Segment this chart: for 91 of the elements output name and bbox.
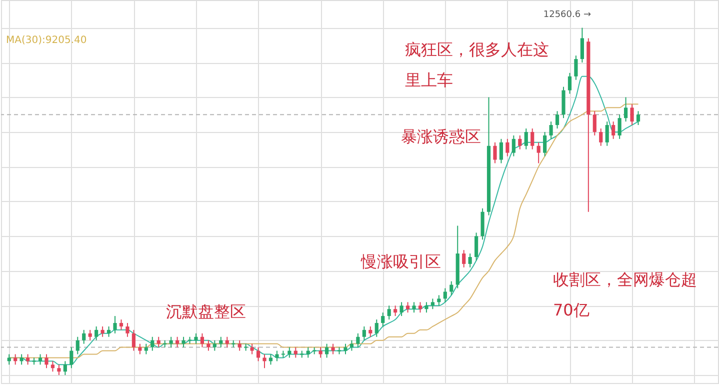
candlestick [418, 302, 422, 314]
candlestick [630, 104, 634, 126]
annotation: 收割区，全网爆仓超70亿 [553, 270, 697, 320]
candlestick [574, 55, 578, 80]
candlestick [381, 312, 385, 327]
candlestick [132, 329, 136, 352]
candlestick [580, 27, 584, 64]
candlestick [356, 332, 360, 348]
candlestick [106, 326, 111, 338]
candlestick [76, 336, 80, 355]
candlestick [331, 343, 335, 355]
candlestick [499, 138, 504, 164]
candlestick [225, 336, 229, 348]
candlestick [200, 332, 204, 348]
candlestick [26, 354, 30, 366]
candlestick [530, 128, 534, 150]
candlestick [468, 253, 472, 268]
candlestick [182, 336, 186, 348]
candlestick [63, 360, 67, 376]
annotation: 疯狂区，很多人在这里上车 [405, 40, 549, 90]
candlestick [169, 336, 173, 348]
candlestick [344, 343, 348, 355]
candlestick [543, 131, 547, 157]
candlestick [138, 343, 142, 355]
annotation: 暴涨诱惑区 [401, 127, 481, 146]
candlestick [524, 128, 528, 150]
annotation: 沉默盘整区 [166, 302, 246, 321]
candlestick [126, 322, 130, 338]
candlestick [20, 354, 24, 366]
candlestick [612, 121, 616, 140]
candlestick [443, 288, 447, 303]
candlestick [14, 354, 18, 366]
candlestick [506, 138, 510, 157]
candlestick [50, 360, 55, 372]
candlestick [113, 316, 117, 334]
candlestick [70, 346, 74, 369]
candlestick [119, 318, 124, 330]
candlestick [430, 298, 434, 310]
candlestick [57, 364, 61, 376]
candlestick [82, 329, 86, 344]
candlestick [256, 346, 260, 362]
candlestick [387, 305, 391, 320]
candlestick [350, 340, 354, 352]
candlestick [605, 121, 609, 146]
candlestick [536, 142, 540, 164]
annotation: 慢涨吸引区 [360, 252, 441, 271]
candlestick [268, 354, 273, 366]
candlestick [555, 110, 560, 129]
candlestick [374, 318, 378, 338]
candlestick [88, 329, 92, 341]
candlestick [636, 110, 640, 126]
candlestick [599, 128, 603, 146]
candlestick [44, 354, 48, 369]
candlestick [450, 280, 454, 296]
candlestick [518, 134, 522, 150]
text: 12560.6 → [543, 10, 592, 20]
candlestick [219, 336, 223, 348]
candlestick [592, 110, 596, 136]
candlestick [549, 121, 553, 140]
candlestick [362, 326, 366, 341]
candlestick [150, 336, 154, 352]
candlestick [238, 340, 242, 352]
candlestick [212, 340, 216, 352]
candlestick [437, 294, 441, 306]
candlestick [412, 302, 416, 314]
candlestick [100, 326, 104, 338]
candlestick [94, 326, 98, 341]
candlestick [406, 302, 410, 314]
candlestick [624, 96, 628, 122]
candlestick [250, 343, 254, 355]
candlestick [38, 354, 42, 366]
candlestick [156, 336, 160, 348]
candlestick [568, 72, 572, 94]
candlestick [493, 142, 497, 164]
candlestick [324, 343, 329, 358]
candlestick [512, 134, 516, 157]
candlestick [194, 332, 198, 344]
candlestick [424, 302, 428, 314]
candlestick [618, 114, 622, 140]
candlestick [474, 232, 478, 261]
candlestick [262, 354, 266, 369]
candlestick [7, 354, 11, 366]
candlestick [394, 305, 398, 317]
candlestick [462, 250, 466, 268]
candlestick [206, 340, 210, 352]
candlestick [368, 326, 372, 338]
candlestick [176, 336, 180, 348]
candlestick [400, 302, 404, 317]
candlestick [144, 343, 148, 355]
annotation: MA(30):9205.40 [6, 35, 87, 46]
candlestick [275, 350, 279, 362]
